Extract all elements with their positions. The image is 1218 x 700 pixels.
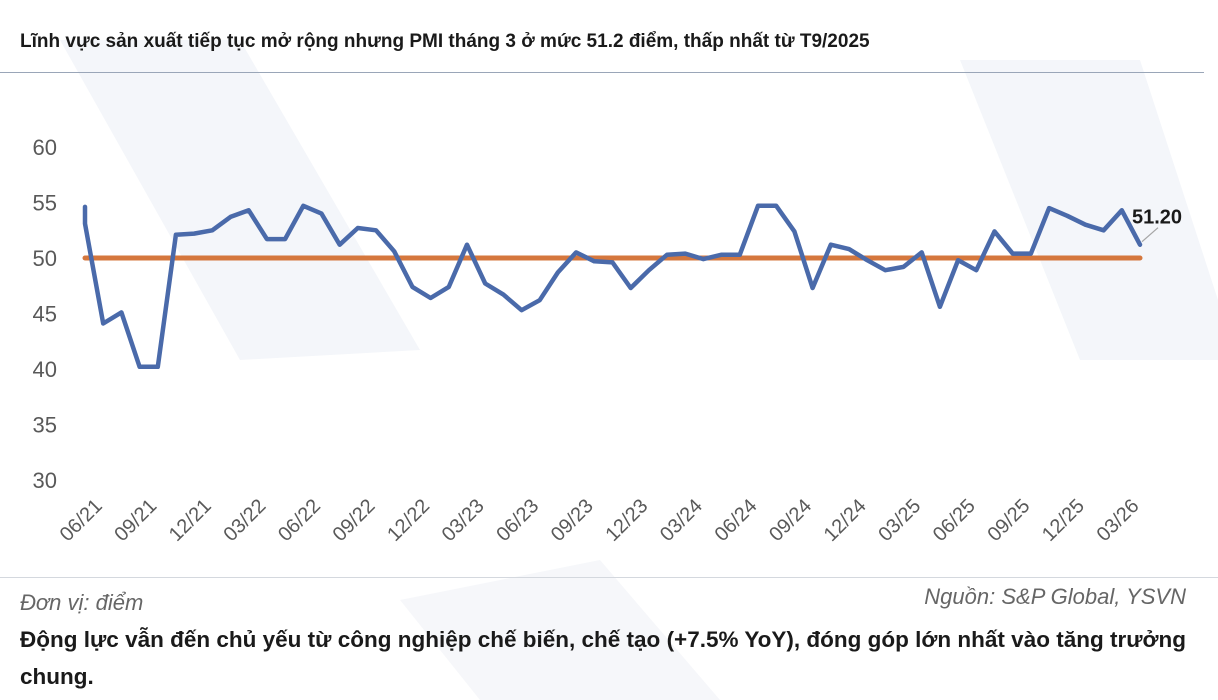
y-tick-label: 45 [33, 302, 57, 327]
series-line-pmi [82, 203, 1143, 370]
y-tick-label: 50 [33, 246, 57, 271]
x-tick-label: 09/21 [110, 495, 161, 546]
y-tick-label: 30 [33, 468, 57, 493]
chart-title: Lĩnh vực sản xuất tiếp tục mở rộng nhưng… [20, 31, 870, 52]
x-tick-label: 06/24 [711, 495, 762, 546]
x-tick-label: 03/24 [656, 495, 707, 546]
y-tick-label: 40 [33, 357, 57, 382]
x-tick-label: 03/23 [438, 495, 489, 546]
x-tick-label: 12/24 [820, 495, 871, 546]
data-label-leader [1141, 227, 1159, 243]
x-tick-label: 06/23 [492, 495, 543, 546]
y-tick-label: 60 [33, 135, 57, 160]
x-tick-label: 06/22 [274, 495, 325, 546]
x-tick-label: 03/22 [219, 495, 270, 546]
y-tick-label: 55 [33, 191, 57, 216]
x-tick-label: 09/22 [329, 495, 380, 546]
commentary-text: Động lực vẫn đến chủ yếu từ công nghiệp … [20, 627, 1186, 689]
unit-label: Đơn vị: điểm [20, 590, 144, 615]
source-label: Nguồn: S&P Global, YSVN [924, 584, 1186, 609]
x-tick-label: 03/26 [1093, 495, 1144, 546]
x-tick-label: 06/25 [929, 495, 980, 546]
x-tick-label: 12/22 [383, 495, 434, 546]
title-divider [0, 72, 1204, 73]
x-tick-label: 03/25 [874, 495, 925, 546]
x-tick-label: 12/23 [601, 495, 652, 546]
y-tick-label: 35 [33, 413, 57, 438]
x-tick-label: 09/25 [983, 495, 1034, 546]
x-tick-label: 09/24 [765, 495, 816, 546]
x-tick-label: 12/21 [165, 495, 216, 546]
footer-divider [0, 577, 1218, 578]
x-tick-label: 12/25 [1038, 495, 1089, 546]
data-label: 51.20 [1132, 207, 1182, 229]
x-tick-label: 06/21 [56, 495, 107, 546]
x-tick-label: 09/23 [547, 495, 598, 546]
